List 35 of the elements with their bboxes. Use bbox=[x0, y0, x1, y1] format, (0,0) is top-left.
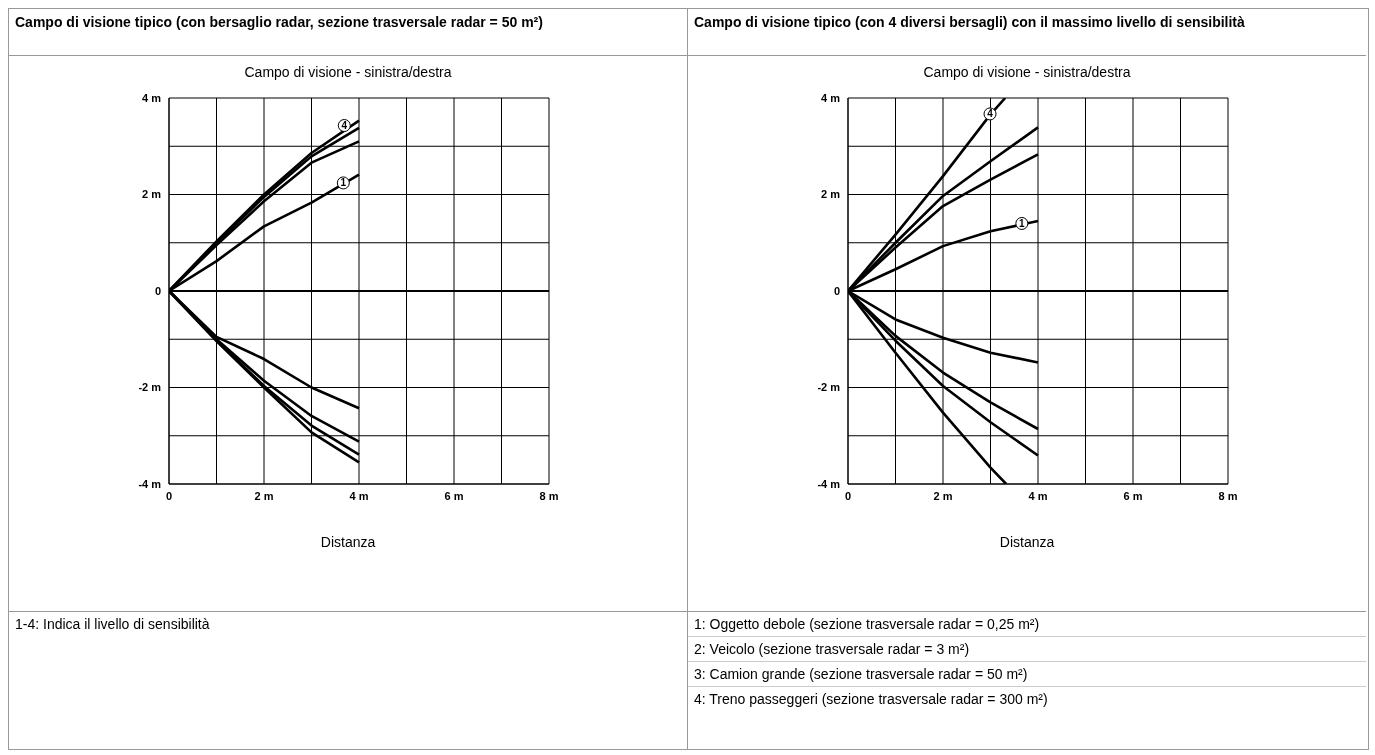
y-tick-label: -2 m bbox=[817, 381, 841, 394]
y-tick-label: -2 m bbox=[138, 381, 162, 394]
x-tick-label: 4 m bbox=[349, 489, 369, 502]
x-tick-label: 6 m bbox=[444, 489, 464, 502]
text: 3: Camion grande (sezione trasversale radar = 50 m²) bbox=[688, 662, 1366, 687]
x-tick-label: 2 m bbox=[254, 489, 274, 502]
text: 2: Veicolo (sezione trasversale radar = 3 m²) bbox=[688, 637, 1366, 662]
chart-subtitle: Campo di visione - sinistra/destra bbox=[922, 64, 1132, 80]
x-tick-label: 2 m bbox=[933, 489, 953, 502]
y-tick-label: -4 m bbox=[138, 477, 162, 490]
x-tick-label: 8 m bbox=[539, 489, 559, 502]
x-tick-label: 6 m bbox=[1123, 489, 1143, 502]
y-tick-label: 4 m bbox=[142, 91, 162, 104]
annotation: 1 bbox=[340, 177, 347, 189]
x-tick-label: 0 bbox=[165, 489, 173, 502]
text: 1: Oggetto debole (sezione trasversale radar = 0,25 m²) bbox=[688, 612, 1366, 637]
x-tick-label: 0 bbox=[844, 489, 852, 502]
text: 4: Treno passeggeri (sezione trasversale radar = 300 m²) bbox=[693, 690, 1049, 709]
y-tick-label: 4 m bbox=[821, 91, 841, 104]
y-tick-label: 0 bbox=[154, 284, 161, 297]
y-tick-label: -4 m bbox=[817, 477, 841, 490]
y-tick-label: 2 m bbox=[142, 188, 162, 201]
annotation: 4 bbox=[341, 120, 348, 132]
annotation: 4 bbox=[987, 108, 994, 120]
text: 1-4: Indica il livello di sensibilità bbox=[9, 612, 687, 636]
x-tick-label: 8 m bbox=[1218, 489, 1238, 502]
annotation: 1 bbox=[1019, 218, 1026, 229]
y-tick-label: 0 bbox=[833, 284, 840, 297]
chart-title: Campo di visione tipico (con bersaglio radar, sezione trasversale radar = 50 m²) bbox=[9, 9, 687, 56]
chart-subtitle: Campo di visione - sinistra/destra bbox=[243, 64, 453, 80]
chart-title: Campo di visione tipico (con 4 diversi bersagli) con il massimo livello di sensibilità bbox=[688, 9, 1366, 56]
x-axis-title: Distanza bbox=[998, 534, 1056, 550]
x-tick-label: 4 m bbox=[1028, 489, 1048, 502]
y-tick-label: 2 m bbox=[821, 188, 841, 201]
x-axis-title: Distanza bbox=[319, 534, 377, 550]
